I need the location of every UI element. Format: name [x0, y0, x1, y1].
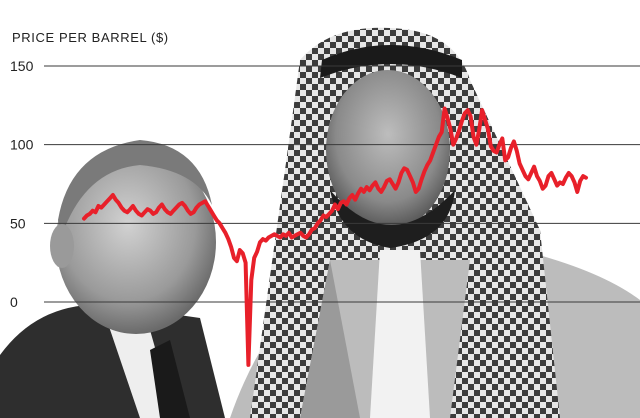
y-tick-label-50: 50 [10, 215, 26, 231]
price-series [82, 106, 588, 367]
series-line-0 [82, 106, 588, 367]
grid-lines [44, 65, 640, 303]
y-tick-label-0: 0 [10, 294, 18, 310]
y-tick-labels: 150 100 50 0 [10, 58, 34, 310]
photo-person-left [0, 140, 225, 418]
y-axis-label: PRICE PER BARREL ($) [12, 30, 169, 45]
y-tick-label-100: 100 [10, 137, 34, 153]
y-tick-label-150: 150 [10, 58, 34, 74]
